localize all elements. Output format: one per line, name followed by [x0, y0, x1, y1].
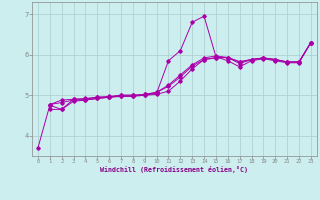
X-axis label: Windchill (Refroidissement éolien,°C): Windchill (Refroidissement éolien,°C) — [100, 166, 248, 173]
